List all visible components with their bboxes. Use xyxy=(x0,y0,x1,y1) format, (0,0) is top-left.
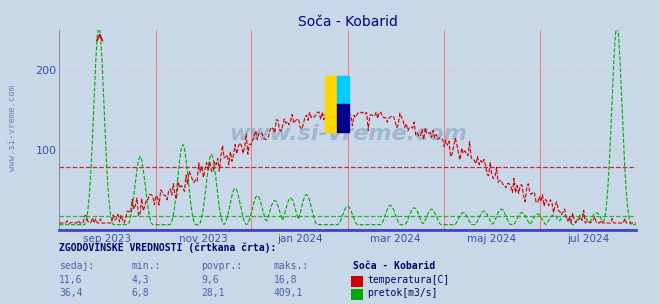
Text: 11,6: 11,6 xyxy=(59,275,83,285)
Text: 28,1: 28,1 xyxy=(201,288,225,299)
Text: 9,6: 9,6 xyxy=(201,275,219,285)
Bar xyxy=(337,76,349,104)
Title: Soča - Kobarid: Soča - Kobarid xyxy=(298,15,397,29)
Text: www.si-vreme.com: www.si-vreme.com xyxy=(8,85,17,171)
Text: 409,1: 409,1 xyxy=(273,288,303,299)
Text: www.si-vreme.com: www.si-vreme.com xyxy=(229,124,467,144)
Text: Soča - Kobarid: Soča - Kobarid xyxy=(353,261,435,271)
Text: 4,3: 4,3 xyxy=(132,275,150,285)
Text: 6,8: 6,8 xyxy=(132,288,150,299)
Text: ZGODOVINSKE VREDNOSTI (črtkana črta):: ZGODOVINSKE VREDNOSTI (črtkana črta): xyxy=(59,242,277,253)
Text: maks.:: maks.: xyxy=(273,261,308,271)
Text: povpr.:: povpr.: xyxy=(201,261,242,271)
Text: min.:: min.: xyxy=(132,261,161,271)
Text: 16,8: 16,8 xyxy=(273,275,297,285)
Text: 36,4: 36,4 xyxy=(59,288,83,299)
Text: sedaj:: sedaj: xyxy=(59,261,94,271)
Bar xyxy=(325,76,337,132)
Text: temperatura[C]: temperatura[C] xyxy=(367,275,449,285)
Text: pretok[m3/s]: pretok[m3/s] xyxy=(367,288,438,299)
Bar xyxy=(337,104,349,132)
